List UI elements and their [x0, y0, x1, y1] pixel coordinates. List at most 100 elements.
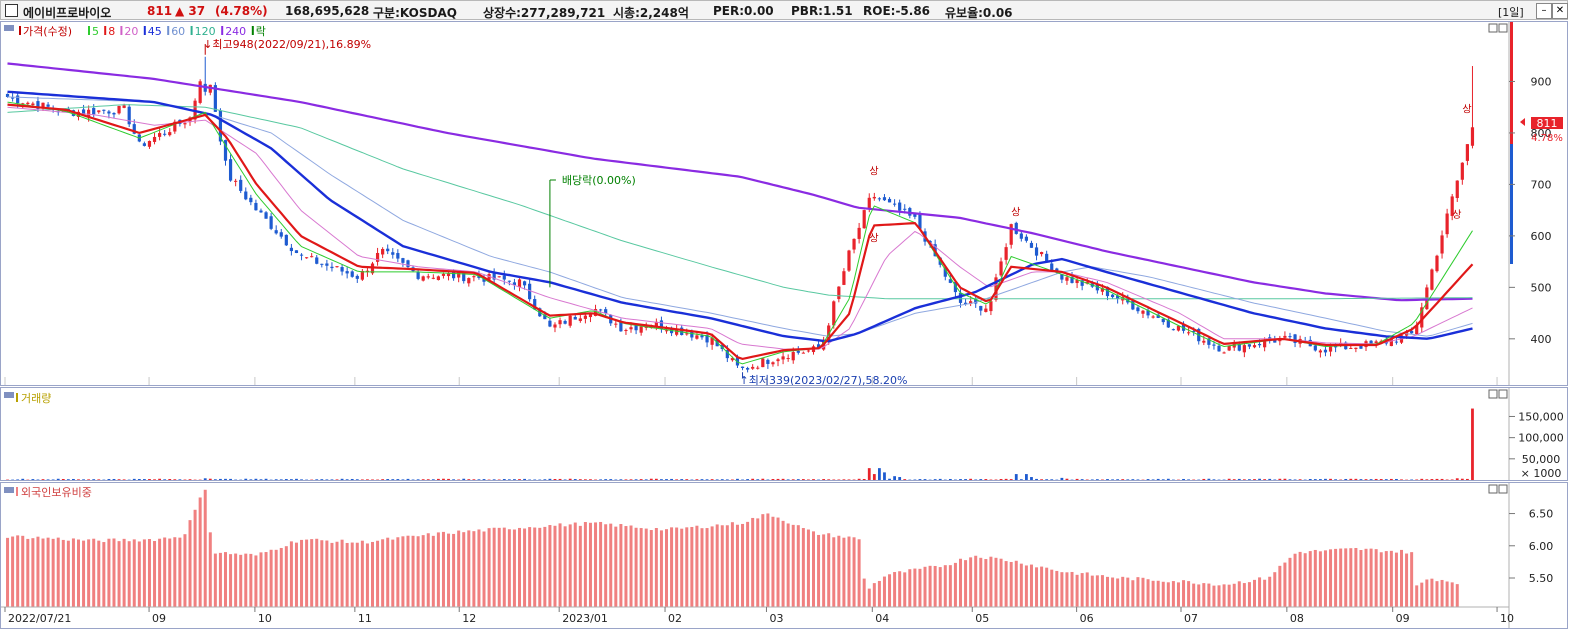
foreign-bar [953, 562, 957, 607]
volume-chart[interactable]: 거래량 150,000 100,000 50,000× 1000 [1, 388, 1567, 480]
stock-name[interactable]: 에이비프로바이오 [23, 6, 112, 20]
foreign-bar [989, 556, 993, 607]
volume-bar [781, 478, 785, 480]
foreign-bar [477, 529, 481, 607]
candle-body [639, 326, 643, 333]
volume-bar [822, 479, 826, 480]
pbr-value: PBR:1.51 [791, 4, 853, 18]
candle-body [1455, 180, 1459, 199]
candle-body [401, 258, 405, 263]
volume-bar [259, 479, 263, 480]
candle-body [786, 358, 790, 360]
candle-body [1257, 344, 1262, 346]
limit-up-marker: 상 [1462, 104, 1471, 116]
volume-bar [1060, 477, 1064, 480]
candle-body [629, 327, 633, 330]
volume-bar [1471, 408, 1474, 480]
foreign-bar [188, 520, 192, 607]
volume-bar [654, 478, 658, 480]
period-selector[interactable]: [1일] [1498, 6, 1524, 19]
foreign-bar [56, 537, 60, 607]
volume-bar [1430, 479, 1434, 480]
foreign-bar [360, 540, 364, 607]
foreign-bar [274, 549, 278, 607]
candle-body [102, 109, 106, 111]
foreign-bar [1405, 553, 1409, 607]
select-checkbox[interactable] [5, 4, 18, 17]
volume-bar [1258, 478, 1261, 480]
legend-swatch [221, 26, 224, 35]
foreign-bar [77, 539, 80, 607]
volume-bar [1131, 479, 1135, 480]
candle-body [984, 308, 988, 312]
volume-bar [1253, 479, 1256, 480]
ma60-line [7, 96, 1473, 337]
candle-body [127, 106, 131, 125]
volume-bar [46, 479, 50, 480]
volume-bar [416, 479, 420, 480]
foreign-bar [670, 527, 674, 607]
candle-body [441, 273, 446, 276]
foreign-bar [756, 518, 760, 607]
foreign-bar [1176, 582, 1180, 607]
pane-maximize-icon [1488, 389, 1498, 399]
foreign-ownership-chart[interactable]: 외국인보유비중 6.50 6.00 5.50 2022/07/21 09 10 11 12 202… [1, 483, 1567, 628]
date-tick-label: 05 [975, 612, 989, 625]
candle-body [1252, 345, 1257, 348]
ma8-line [7, 103, 1474, 361]
candle-body [457, 272, 461, 278]
date-tick-label: 03 [769, 612, 783, 625]
candle-body [1460, 162, 1464, 180]
candle-body [1080, 280, 1084, 286]
foreign-bar [533, 527, 537, 607]
volume-bar [1389, 478, 1393, 480]
foreign-bar [320, 540, 324, 607]
foreign-bar [279, 547, 283, 607]
foreign-bar [654, 528, 658, 607]
candle-body [1430, 269, 1434, 290]
volume-bar [700, 479, 704, 480]
foreign-bar [523, 528, 527, 607]
minimize-icon[interactable]: – [1536, 3, 1552, 19]
foreign-bar [1116, 578, 1120, 607]
price-legend: 가격(수정) 5 8 20 45 60 120 240 락 [4, 25, 266, 38]
foreign-bar [1040, 566, 1044, 607]
limit-up-marker: 상 [1452, 209, 1461, 221]
candle-body [497, 276, 501, 278]
foreign-bar [396, 537, 400, 607]
close-icon[interactable]: ✕ [1552, 3, 1568, 19]
pane-handle-icon [4, 25, 14, 31]
foreign-bar [269, 549, 273, 607]
candle-body [264, 212, 268, 219]
volume-bar [345, 479, 349, 480]
volume-bar [229, 478, 232, 480]
candle-body [183, 123, 187, 125]
foreign-bar [872, 583, 876, 607]
candle-body [903, 208, 907, 210]
foreign-bar [1141, 577, 1145, 607]
candle-body [274, 230, 278, 234]
candle-body [1450, 196, 1454, 216]
candle-body [168, 132, 172, 136]
volume-bar [1207, 478, 1211, 480]
candle-body [1227, 345, 1231, 351]
foreign-bar [1384, 551, 1388, 607]
volume-bar [827, 479, 831, 480]
volume-bar [61, 479, 65, 480]
foreign-bar [558, 523, 562, 607]
foreign-bar [497, 527, 501, 607]
price-range-up-bar [1510, 22, 1513, 144]
candle-body [289, 247, 293, 252]
candle-body [685, 333, 689, 335]
foreign-bar [163, 537, 167, 607]
foreign-bar [284, 546, 288, 607]
candle-body [1334, 346, 1338, 348]
volume-bar [355, 479, 359, 480]
price-chart[interactable]: 900 800 700 600 500 400 가격(수정) 5 8 20 45 60 120 240 락↓… [1, 22, 1567, 385]
foreign-bar [1344, 548, 1348, 607]
foreign-bar [467, 530, 471, 607]
candle-body [1004, 247, 1008, 260]
foreign-bar [198, 497, 202, 607]
volume-bar [1395, 478, 1398, 480]
foreign-bar [436, 532, 440, 607]
